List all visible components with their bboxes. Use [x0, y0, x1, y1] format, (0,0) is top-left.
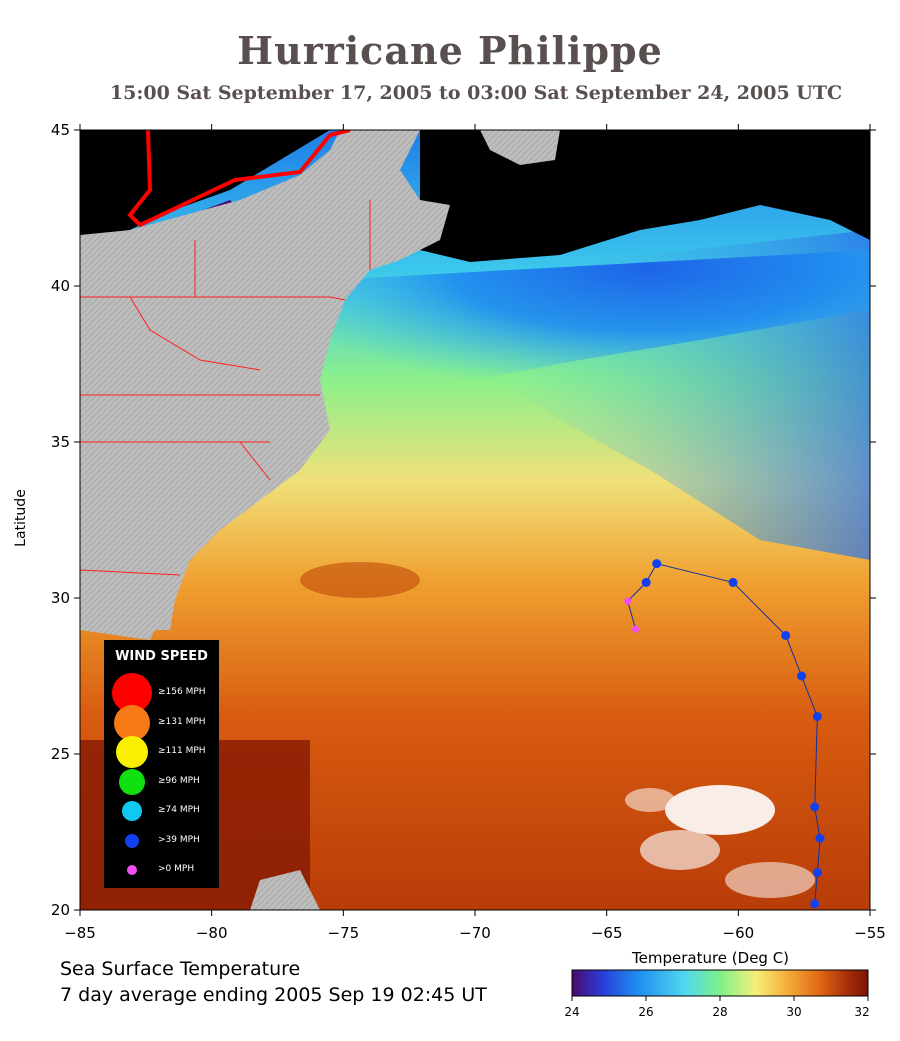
land-florida	[80, 570, 160, 640]
track-point	[797, 671, 807, 681]
map-title: Hurricane Philippe	[237, 28, 663, 73]
map-subtitle: 15:00 Sat September 17, 2005 to 03:00 Sa…	[109, 82, 843, 104]
colorbar-title: Temperature (Deg C)	[632, 949, 790, 967]
legend-label: >0 MPH	[158, 864, 195, 874]
state-borders	[80, 200, 371, 576]
colorbar-tick-label: 24	[564, 1005, 580, 1019]
track-point	[812, 868, 822, 878]
track-point	[624, 597, 632, 605]
colorbar-tick-label: 30	[786, 1005, 802, 1019]
legend-item: >0 MPH	[104, 855, 219, 885]
lon-tick-label: −60	[723, 924, 755, 942]
sst-warm-patch	[300, 562, 420, 598]
legend-swatch	[125, 833, 139, 848]
great-lakes-dark	[80, 130, 330, 235]
colorbar-ticks	[571, 996, 869, 1001]
track-point	[641, 577, 651, 587]
track-point	[632, 625, 640, 633]
lat-tick-label: 35	[51, 433, 70, 451]
legend-item: ≥111 MPH	[104, 736, 219, 768]
legend-item: ≥156 MPH	[104, 673, 219, 713]
legend-label: ≥74 MPH	[158, 805, 200, 815]
legend-label: ≥111 MPH	[158, 746, 206, 756]
legend-swatch	[116, 736, 148, 768]
legend-swatch	[127, 865, 137, 875]
legend-label: >39 MPH	[158, 834, 200, 845]
colorbar-tick-label: 28	[712, 1005, 728, 1019]
track-point	[812, 712, 822, 722]
lon-tick-label: −70	[459, 924, 491, 942]
legend-title: WIND SPEED	[115, 649, 208, 664]
lon-tick-label: −55	[854, 924, 886, 942]
wind-speed-legend: WIND SPEED ≥156 MPH ≥131 MPH ≥111 MPH ≥96 M…	[104, 640, 219, 888]
land-nova-scotia	[480, 130, 560, 165]
sst-gulfstream-north	[310, 250, 870, 430]
colorbar	[571, 969, 869, 997]
legend-swatch	[114, 704, 150, 741]
legend-item: ≥74 MPH	[104, 796, 219, 826]
caption-line-1: Sea Surface Temperature	[60, 958, 301, 980]
cloud-cover	[625, 785, 815, 898]
land-cuba	[250, 870, 320, 910]
legend-item: >39 MPH	[104, 826, 219, 856]
track-point	[815, 833, 825, 843]
axis-ticks	[74, 124, 876, 916]
legend-item: ≥96 MPH	[104, 767, 219, 797]
hurricane-track-points	[624, 559, 825, 909]
lon-tick-label: −75	[328, 924, 360, 942]
lat-tick-label: 45	[51, 121, 70, 139]
lat-tick-label: 40	[51, 277, 70, 295]
caption-line-2: 7 day average ending 2005 Sep 19 02:45 U…	[60, 984, 487, 1006]
legend-swatch	[119, 768, 145, 795]
legend-label: ≥96 MPH	[158, 775, 200, 786]
axis-tick-labels: −85 −80 −75 −70 −65 −60 −55 45 40 35 30 25 20	[51, 121, 886, 942]
lat-tick-label: 30	[51, 589, 70, 607]
land-us-east	[80, 130, 450, 630]
legend-item: ≥131 MPH	[104, 704, 219, 741]
lat-tick-label: 20	[51, 901, 70, 919]
colorbar-tick-label: 32	[854, 1005, 870, 1019]
colorbar-tick-label: 26	[638, 1005, 654, 1019]
lon-tick-label: −65	[591, 924, 623, 942]
track-point	[781, 630, 791, 640]
legend-swatch	[122, 801, 142, 821]
track-point	[728, 577, 738, 587]
track-point	[810, 802, 820, 812]
track-point	[810, 899, 820, 909]
legend-label: ≥131 MPH	[158, 716, 206, 727]
us-canada-border	[127, 130, 351, 228]
lon-tick-label: −85	[64, 924, 96, 942]
lat-tick-label: 25	[51, 745, 70, 763]
track-point	[652, 559, 662, 569]
lon-tick-label: −80	[196, 924, 228, 942]
legend-label: ≥156 MPH	[158, 687, 206, 697]
